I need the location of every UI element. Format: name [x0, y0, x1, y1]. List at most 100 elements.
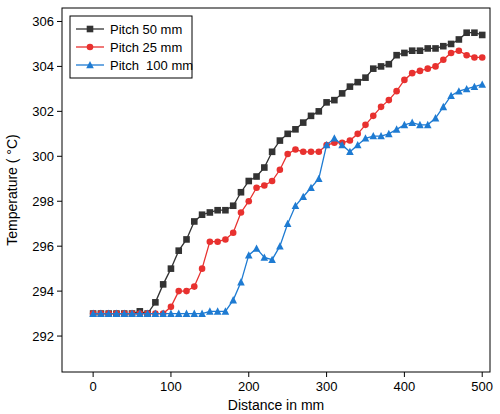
series-point: [315, 175, 323, 182]
series-point: [354, 79, 361, 86]
y-tick-label: 306: [32, 14, 54, 29]
series-point: [456, 47, 463, 54]
x-tick: [93, 372, 94, 377]
series-point: [167, 310, 175, 317]
series-point: [160, 281, 167, 288]
series-point: [230, 202, 237, 209]
series-point: [300, 119, 307, 126]
series-point: [238, 189, 245, 196]
series-point: [432, 63, 439, 70]
x-tick: [404, 372, 405, 377]
series-point: [347, 83, 354, 90]
series-point: [378, 63, 385, 70]
series-point: [191, 218, 198, 225]
series-point: [206, 307, 214, 314]
series-point: [432, 45, 439, 52]
series-point: [128, 310, 136, 317]
series-point: [222, 236, 229, 243]
series-point: [393, 125, 401, 132]
series-point: [168, 265, 175, 272]
series-point: [370, 65, 377, 72]
series-point: [369, 132, 377, 139]
x-tick-label: 400: [394, 379, 416, 394]
series-point: [276, 242, 284, 249]
y-tick-label: 298: [32, 194, 54, 209]
legend-marker: [87, 26, 94, 33]
series-point: [159, 310, 167, 317]
series-point: [440, 103, 448, 110]
series-point: [308, 149, 315, 156]
series-point: [120, 310, 128, 317]
series-line: [93, 51, 482, 314]
y-tick: [57, 21, 62, 22]
series-point: [207, 209, 214, 216]
series-point: [183, 236, 190, 243]
series-point: [261, 164, 268, 171]
series-point: [245, 251, 253, 258]
legend-marker: [86, 61, 94, 68]
series-point: [386, 97, 393, 104]
series-point: [144, 310, 152, 317]
x-tick: [482, 372, 483, 377]
series-point: [370, 113, 377, 120]
series-point: [393, 52, 400, 59]
y-tick: [57, 66, 62, 67]
series-point: [417, 68, 424, 75]
series-point: [362, 134, 370, 141]
series-point: [448, 50, 455, 57]
series-point: [455, 87, 463, 94]
series-point: [199, 211, 206, 218]
series-point: [424, 65, 431, 72]
series-point: [409, 70, 416, 77]
series-point: [416, 121, 424, 128]
series-point: [417, 47, 424, 54]
series-point: [346, 148, 354, 155]
x-tick-label: 200: [238, 379, 260, 394]
series-point: [386, 61, 393, 68]
series-point: [284, 220, 292, 227]
series-point: [471, 83, 479, 90]
series-point: [331, 134, 339, 141]
y-tick: [57, 111, 62, 112]
series-point: [284, 131, 291, 138]
series-point: [347, 137, 354, 144]
series-point: [222, 307, 230, 314]
series-line: [93, 84, 482, 313]
series-point: [478, 80, 486, 87]
y-tick-label: 292: [32, 329, 54, 344]
series-point: [222, 207, 229, 214]
series-point: [362, 122, 369, 129]
series-point: [214, 307, 222, 314]
x-tick: [248, 372, 249, 377]
series-point: [292, 126, 299, 133]
series-point: [463, 29, 470, 36]
y-tick: [57, 336, 62, 337]
legend-label: Pitch 25 mm: [110, 40, 182, 55]
series-point: [175, 288, 182, 295]
series-point: [401, 121, 409, 128]
series-point: [152, 299, 159, 306]
series-point: [198, 310, 206, 317]
series-point: [237, 278, 245, 285]
series-point: [401, 50, 408, 57]
series-point: [136, 310, 144, 317]
x-tick: [326, 372, 327, 377]
series-point: [316, 108, 323, 115]
y-tick-label: 294: [32, 284, 54, 299]
series-point: [339, 90, 346, 97]
y-tick-label: 300: [32, 149, 54, 164]
series-point: [323, 141, 331, 148]
x-tick-label: 300: [316, 379, 338, 394]
series-point: [261, 253, 269, 260]
series-point: [408, 119, 416, 126]
series-point: [471, 54, 478, 61]
series-point: [471, 29, 478, 36]
y-tick-label: 302: [32, 104, 54, 119]
series-point: [299, 193, 307, 200]
plot-frame: [62, 8, 490, 372]
series-point: [152, 310, 160, 317]
series-point: [424, 45, 431, 52]
series-point: [245, 198, 252, 205]
series-point: [183, 310, 191, 317]
series-point: [378, 104, 385, 111]
